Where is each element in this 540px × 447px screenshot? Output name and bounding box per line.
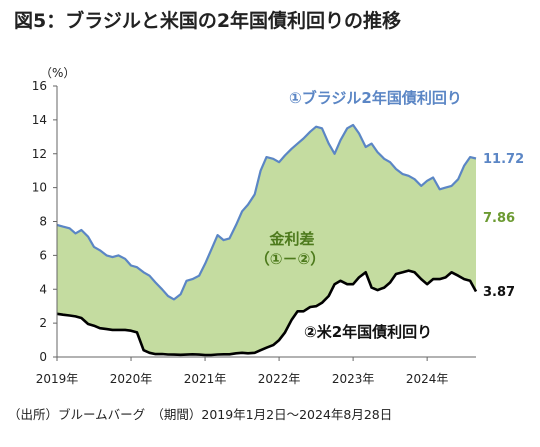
x-tick-label: 2023年 [332, 372, 375, 386]
y-tick-label: 0 [39, 350, 47, 364]
y-tick-label: 12 [32, 147, 47, 161]
plot-area [56, 123, 478, 357]
y-tick-label: 6 [39, 248, 47, 262]
x-tick-label: 2019年 [36, 372, 79, 386]
spread-last-value: 7.86 [483, 211, 515, 226]
y-tick-label: 2 [39, 316, 47, 330]
brazil-series-line [56, 123, 477, 301]
us-series-label: ②米2年国債利回り [304, 323, 432, 341]
y-tick-label: 10 [32, 181, 47, 195]
x-axis: 2019年 2020年 2021年 2022年 2023年 2024年 [36, 356, 476, 386]
x-tick-label: 2020年 [110, 372, 153, 386]
x-tick-label: 2024年 [406, 372, 449, 386]
y-tick-label: 16 [32, 79, 47, 93]
spread-area [57, 125, 476, 355]
x-tick-label: 2021年 [184, 372, 227, 386]
figure-title: 図5：ブラジルと米国の2年国債利回りの推移 [14, 10, 402, 32]
spread-label-line1: 金利差 [268, 230, 314, 248]
spread-label-line2: （①－②） [255, 250, 325, 268]
y-tick-label: 8 [39, 215, 47, 229]
y-axis: 0 2 4 6 8 10 12 14 16 [32, 79, 58, 364]
y-tick-label: 4 [39, 282, 47, 296]
us-series-line [56, 269, 478, 357]
source-note: （出所）ブルームバーグ （期間）2019年1月2日～2024年8月28日 [8, 407, 393, 422]
us-last-value: 3.87 [483, 285, 515, 300]
y-tick-label: 14 [32, 113, 47, 127]
brazil-last-value: 11.72 [483, 152, 524, 167]
x-tick-label: 2022年 [258, 372, 301, 386]
brazil-series-label: ①ブラジル2年国債利回り [289, 89, 462, 107]
y-axis-unit: （%） [40, 66, 75, 80]
